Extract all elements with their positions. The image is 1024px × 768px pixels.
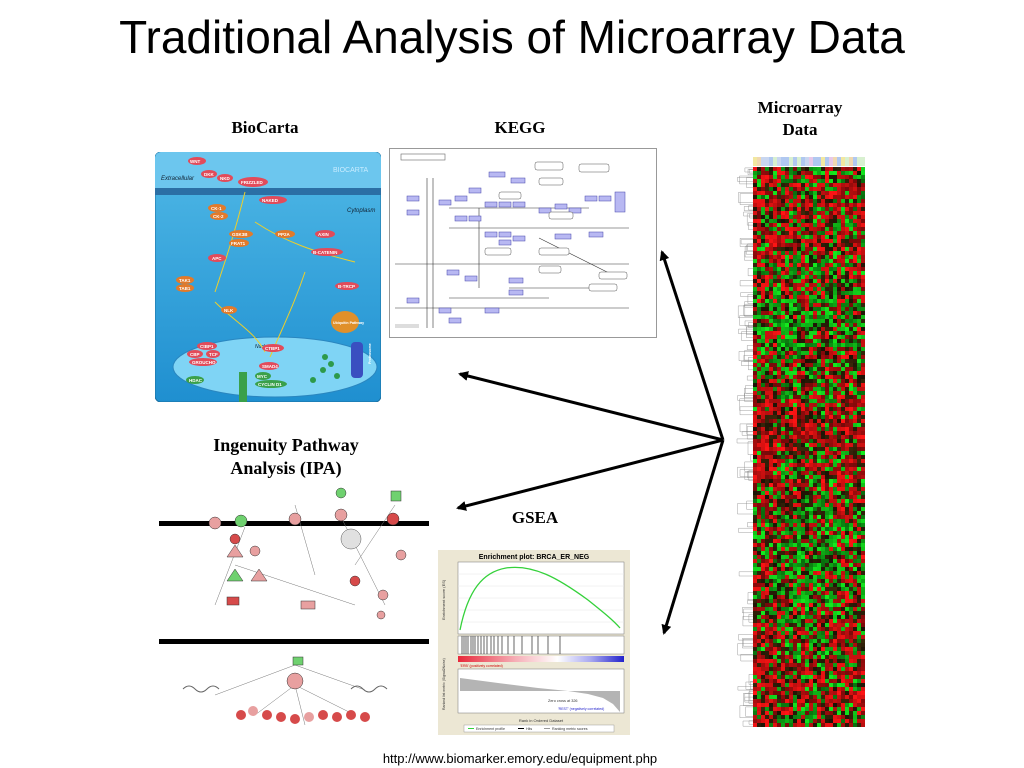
svg-text:NAKED: NAKED (262, 198, 279, 203)
svg-text:CYCLIN D1: CYCLIN D1 (258, 382, 282, 387)
gsea-ylabel-bottom: Ranked list metric (Signal2Noise) (442, 658, 446, 710)
gsea-xlabel: Rank in Ordered Dataset (519, 718, 564, 723)
svg-text:AXIN: AXIN (318, 232, 329, 237)
gsea-legend-item-0: Enrichment profile (476, 727, 505, 731)
biocarta-nodes: WNT FRIZZLED DKK NKD NAKED CK-1 CK-2 GSK… (176, 157, 372, 388)
ipa-network-image (155, 485, 430, 735)
svg-text:PP2A: PP2A (278, 232, 291, 237)
kegg-label: KEGG (494, 118, 546, 137)
ipa-label-line2: Analysis (IPA) (230, 458, 342, 478)
biocarta-region-extracellular: Extracellular (161, 176, 195, 182)
svg-text:NKD: NKD (220, 176, 230, 181)
gsea-hits (461, 636, 561, 654)
svg-text:Ubiquitin Pathway: Ubiquitin Pathway (333, 321, 364, 325)
gsea-enrichment-plot: Enrichment plot: BRCA_ER_NEG Enrichment … (438, 550, 630, 735)
kegg-pathway-image (389, 148, 657, 338)
biocarta-pathway-image: Extracellular Cytoplasm BIOCARTA Nucleus… (155, 152, 381, 402)
svg-text:TCF: TCF (209, 352, 218, 357)
gsea-legend-item-1: Hits (526, 727, 532, 731)
ipa-label: Ingenuity Pathway Analysis (IPA) (176, 434, 396, 480)
arrow-to-kegg (659, 250, 725, 441)
svg-text:CBP: CBP (190, 352, 200, 357)
gsea-positive-label: 'ERB' (positively correlated) (460, 664, 503, 668)
svg-text:CTBP1: CTBP1 (265, 346, 280, 351)
svg-text:B-CATENIN: B-CATENIN (313, 250, 337, 255)
svg-text:DKK: DKK (204, 172, 214, 177)
svg-text:CK-2: CK-2 (213, 214, 224, 219)
svg-text:B-TRCP: B-TRCP (338, 284, 355, 289)
microarray-label: Microarray Data (740, 97, 860, 141)
svg-text:CK-1: CK-1 (211, 206, 222, 211)
svg-text:MYC: MYC (257, 374, 268, 379)
slide-title: Traditional Analysis of Microarray Data (119, 11, 905, 63)
biocarta-region-cytoplasm: Cytoplasm (347, 208, 375, 214)
svg-text:Proteasome: Proteasome (368, 343, 372, 364)
gsea-enrichment-curve (459, 566, 621, 631)
footer-url: http://www.biomarker.emory.edu/equipment… (382, 751, 658, 766)
ipa-label-line1: Ingenuity Pathway (213, 435, 359, 455)
arrow-to-biocarta (458, 371, 724, 442)
microarray-heatmap-cells (753, 167, 865, 727)
svg-text:SMAD4: SMAD4 (262, 364, 278, 369)
biocarta-label: BioCarta (231, 118, 299, 137)
gsea-label: GSEA (511, 508, 559, 527)
svg-text:FRAT1: FRAT1 (231, 241, 246, 246)
gsea-negative-label: 'REST' (negatively correlated) (558, 707, 604, 711)
svg-text:WNT: WNT (190, 159, 200, 164)
svg-text:FRIZZLED: FRIZZLED (241, 180, 263, 185)
gsea-legend-item-2: Ranking metric scores (552, 727, 588, 731)
arrow-to-gsea (661, 439, 725, 635)
svg-text:GSK3B: GSK3B (232, 232, 248, 237)
svg-text:GROUCHO: GROUCHO (192, 360, 216, 365)
microarray-dendrogram (736, 167, 753, 727)
svg-text:APC: APC (212, 256, 222, 261)
arrow-to-ipa (456, 438, 724, 511)
svg-text:NLK: NLK (224, 308, 234, 313)
svg-text:TAB1: TAB1 (179, 286, 191, 291)
gsea-rank-gradient (458, 656, 624, 662)
gsea-ylabel-top: Enrichment score (ES) (441, 579, 446, 620)
biocarta-watermark: BIOCARTA (333, 167, 368, 174)
svg-text:TAK1: TAK1 (179, 278, 191, 283)
gsea-zero-cross: Zero cross at 326 (548, 699, 578, 703)
microarray-sample-strip (753, 157, 865, 166)
microarray-label-line2: Data (782, 120, 818, 139)
gsea-plot-title: Enrichment plot: BRCA_ER_NEG (479, 554, 590, 561)
svg-text:CtBP1: CtBP1 (200, 344, 214, 349)
svg-text:HDAC: HDAC (189, 378, 203, 383)
gsea-legend (463, 724, 615, 733)
microarray-heatmap (736, 157, 865, 727)
microarray-label-line1: Microarray (757, 98, 843, 117)
gsea-ranking-metric-area (460, 678, 620, 712)
